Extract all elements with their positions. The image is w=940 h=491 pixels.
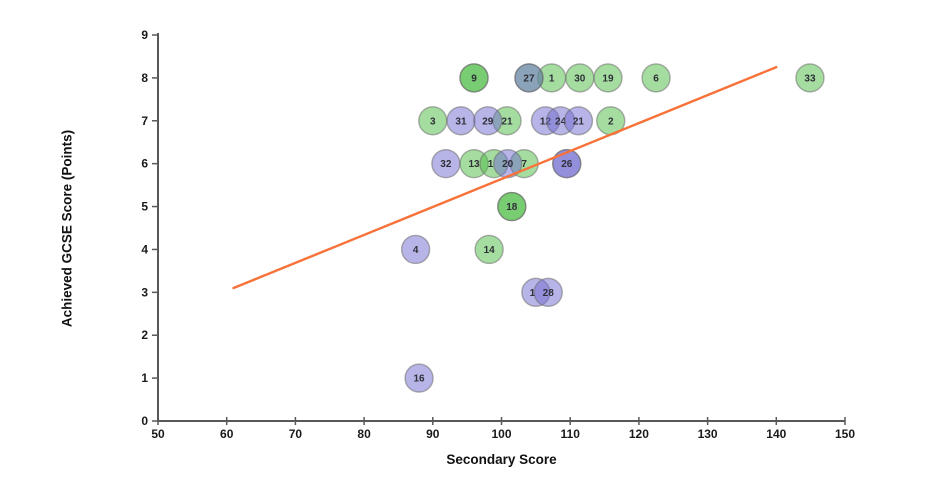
bubble-label-18: 18 (506, 202, 518, 213)
bubble-18 (497, 191, 527, 222)
bubble-label-12: 12 (540, 116, 552, 127)
y-tick-label: 8 (141, 71, 148, 85)
x-tick-label: 60 (220, 427, 234, 441)
y-tick-label: 7 (141, 114, 148, 128)
bubble-26 (552, 148, 582, 179)
bubble-label-21: 21 (501, 116, 513, 127)
x-tick-label: 90 (426, 427, 440, 441)
bubble-4 (400, 234, 431, 265)
y-tick-label: 6 (141, 157, 148, 171)
bubble-label-13: 13 (468, 159, 480, 170)
bubble-label-31: 31 (455, 116, 467, 127)
bubble-label-1: 1 (530, 288, 536, 299)
x-tick-label: 140 (766, 427, 786, 441)
x-axis-title: Secondary Score (446, 452, 557, 467)
x-tick-label: 100 (491, 427, 511, 441)
x-tick-label: 70 (289, 427, 303, 441)
y-tick-label: 4 (141, 242, 148, 256)
bubble-label-6: 6 (653, 73, 659, 84)
bubble-label-9: 9 (471, 73, 477, 84)
x-tick-label: 150 (835, 427, 855, 441)
bubble-label-1: 1 (549, 73, 555, 84)
y-axis-title: Achieved GCSE Score (Points) (59, 129, 75, 328)
bubble-16 (404, 363, 434, 393)
bubble-label-32: 32 (440, 159, 452, 170)
bubble-label-16: 16 (413, 374, 425, 385)
bubble-28 (533, 277, 563, 308)
bubble-label-20: 20 (502, 159, 514, 170)
bubble-label-21: 21 (573, 116, 585, 127)
bubble-label-26: 26 (561, 159, 573, 170)
bubble-label-19: 19 (602, 73, 614, 84)
bubble-label-24: 24 (555, 116, 567, 127)
bubble-label-33: 33 (804, 73, 816, 84)
bubble-6 (641, 63, 671, 93)
bubble-label-27: 27 (523, 73, 535, 84)
bubble-label-1: 1 (488, 159, 494, 170)
y-tick-label: 9 (141, 28, 148, 42)
bubble-label-3: 3 (430, 116, 436, 127)
trend-line (232, 65, 778, 290)
bubble-label-30: 30 (574, 73, 586, 84)
x-tick-label: 80 (357, 427, 371, 441)
bubble-9 (459, 63, 489, 93)
x-tick-label: 130 (698, 427, 718, 441)
bubble-label-28: 28 (543, 288, 555, 299)
bubble-19 (593, 63, 623, 93)
y-tick-label: 5 (141, 200, 148, 214)
bubble-label-4: 4 (413, 245, 419, 256)
bubble-21 (563, 106, 594, 136)
x-tick-label: 110 (561, 427, 581, 441)
bubble-label-2: 2 (608, 116, 614, 127)
bubble-label-14: 14 (484, 245, 496, 256)
bubble-label-29: 29 (482, 116, 494, 127)
bubble-14 (474, 234, 504, 265)
bubble-29 (473, 106, 503, 136)
x-tick-label: 50 (151, 427, 165, 441)
y-tick-label: 3 (141, 285, 148, 299)
x-tick-label: 120 (629, 427, 649, 441)
bubble-27 (514, 63, 544, 93)
bubble-label-7: 7 (521, 159, 527, 170)
y-tick-label: 1 (141, 371, 148, 385)
y-tick-label: 0 (141, 414, 148, 428)
y-tick-label: 2 (141, 328, 148, 342)
bubble-33 (795, 63, 825, 93)
